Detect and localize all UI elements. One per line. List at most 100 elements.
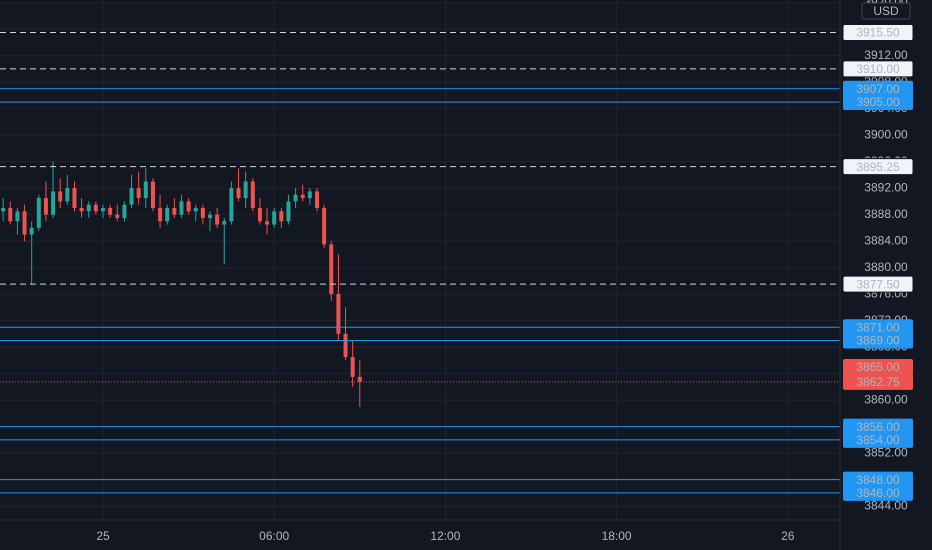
candle-body (293, 194, 298, 202)
candle-body (208, 214, 212, 218)
candle-body (58, 191, 63, 202)
y-tick-label: 3888.00 (864, 207, 908, 221)
price-level-badge (843, 471, 913, 488)
price-level-badge (842, 60, 914, 78)
candle-body (250, 181, 255, 208)
price-level-badge (843, 332, 913, 349)
y-tick-label: 3860.00 (864, 392, 908, 406)
y-tick-label: 3852.00 (864, 445, 908, 459)
candle-body (79, 208, 84, 212)
candle-body (86, 204, 91, 212)
candle-body (350, 357, 355, 377)
price-level-badge (843, 80, 913, 97)
candle-body (29, 227, 34, 235)
candle-body (236, 188, 241, 199)
y-tick-label: 3844.00 (864, 498, 908, 512)
candle-body (101, 208, 106, 212)
candle-body (179, 201, 184, 215)
price-level-badge (842, 158, 914, 176)
price-level-label: 3854.00 (856, 433, 900, 447)
candle-body (136, 188, 141, 199)
y-tick-label: 3880.00 (864, 260, 908, 274)
candle-body (122, 204, 127, 218)
candle-body (200, 208, 205, 218)
candle-body (172, 208, 177, 215)
candle-body (158, 208, 163, 222)
price-level-badge (843, 319, 913, 336)
price-level-label: 3910.00 (856, 62, 900, 76)
candle-body (314, 191, 319, 208)
price-level-label: 3907.00 (856, 82, 900, 96)
candle-body (343, 333, 348, 358)
candle-body (51, 191, 56, 215)
candle-body (322, 208, 327, 245)
grid (0, 0, 840, 520)
x-tick-label: 25 (96, 529, 110, 543)
candle-body (307, 191, 312, 199)
candle-body (93, 204, 98, 212)
candle-body (8, 208, 13, 222)
price-level-label: 3915.50 (856, 26, 900, 40)
price-level-badge (842, 275, 914, 293)
price-level-label: 3862.75 (856, 375, 900, 389)
candle-body (272, 211, 277, 225)
price-level-label: 3869.00 (856, 334, 900, 348)
price-level-label: 3905.00 (856, 95, 900, 109)
price-level-label: 3848.00 (856, 473, 900, 487)
candle-body (143, 181, 148, 199)
currency-box (861, 2, 911, 20)
x-tick-label: 26 (781, 529, 795, 543)
candle-body (286, 201, 291, 222)
candle-body (357, 376, 362, 382)
candle-body (336, 294, 341, 334)
candle-body (257, 208, 262, 222)
price-level-badge (843, 484, 913, 501)
price-level-label: 3846.00 (856, 486, 900, 500)
price-level-badge (843, 94, 913, 111)
x-tick-label: 06:00 (259, 529, 289, 543)
candle-body (36, 198, 41, 228)
currency-label: USD (873, 4, 899, 18)
price-level-badge (843, 418, 913, 435)
candle-body (229, 188, 234, 222)
y-tick-label: 3884.00 (864, 233, 908, 247)
candle-body (165, 208, 170, 222)
candle-body (243, 181, 248, 199)
candle-body (329, 244, 334, 295)
price-level-label: 3877.50 (856, 277, 900, 291)
candles (0, 31, 840, 494)
candle-body (215, 214, 220, 225)
candle-body (222, 221, 227, 225)
candle-body (43, 198, 48, 215)
candle-body (22, 211, 27, 235)
x-tick-label: 12:00 (430, 529, 460, 543)
candle-body (1, 208, 6, 212)
y-tick-label: 3892.00 (864, 180, 908, 194)
y-tick-label: 3900.00 (864, 127, 908, 141)
candle-body (108, 208, 113, 215)
price-level-label: 3871.00 (856, 320, 900, 334)
y-tick-label: 3912.00 (864, 48, 908, 62)
price-level-label: 3865.00 (856, 360, 900, 374)
candle-body (115, 214, 120, 218)
price-level-badge (843, 431, 913, 448)
candle-body (72, 188, 77, 208)
x-tick-label: 18:00 (602, 529, 632, 543)
candle-body (15, 211, 20, 222)
candle-body (150, 181, 155, 208)
candle-body (193, 208, 198, 212)
price-level-label: 3856.00 (856, 420, 900, 434)
candle-body (265, 221, 270, 225)
candle-body (129, 188, 134, 205)
price-level-badge (843, 373, 913, 390)
candle-body (279, 211, 284, 222)
candle-body (65, 188, 70, 202)
candle-body (186, 201, 191, 212)
price-level-label: 3895.25 (856, 160, 900, 174)
candle-body (300, 194, 305, 199)
price-level-badge (843, 358, 913, 375)
